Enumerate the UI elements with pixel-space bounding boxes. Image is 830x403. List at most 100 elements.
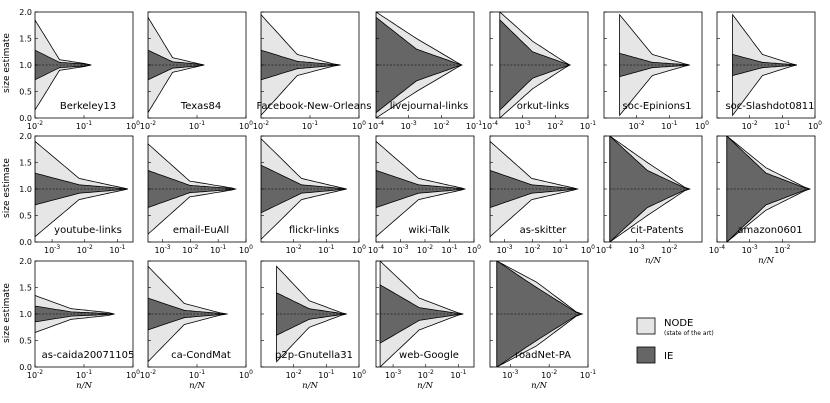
panel-plot-area: [376, 12, 463, 118]
panel-plot-area: [726, 136, 812, 242]
legend-node-swatch: [636, 317, 656, 335]
panel-title: p2p-Gnutella31: [275, 350, 353, 361]
x-tick-label: 10-2: [417, 244, 433, 255]
x-tick-label: 10-3: [392, 244, 408, 255]
y-tick-label: 1.0: [19, 310, 32, 319]
panel-title: email-EuAll: [173, 225, 229, 236]
x-tick-label: 10-2: [774, 244, 790, 255]
panel-title: livejournal-links: [390, 101, 469, 112]
x-tick-label: 10-1: [109, 244, 125, 255]
x-tick-label: 10-4: [368, 244, 384, 255]
panel-title: amazon0601: [737, 225, 802, 236]
x-axis-label: n/N: [417, 381, 433, 391]
x-tick-label: 10-1: [189, 120, 205, 131]
panel-title: Facebook-New-Orleans: [257, 101, 372, 112]
panel-title: orkut-links: [517, 101, 569, 112]
panel-title: as-skitter: [520, 225, 568, 236]
panel-p2p-gnutella31: 10-2 10-1 100 p2p-Gnutella31 n/N: [260, 260, 366, 391]
panel-title: ca-CondMat: [171, 350, 231, 361]
panel-title: cit-Patents: [630, 225, 683, 236]
small-multiples: 0.00.51.01.52.010-2 10-1 100Berkeley1310-2…: [19, 8, 822, 391]
x-tick-label: 100: [239, 244, 253, 255]
x-tick-label: 10-4: [482, 120, 498, 131]
panel-ca-condmat: 10-2 10-1 100 ca-CondMat n/N: [140, 260, 253, 391]
legend-ie-label: IE: [664, 351, 673, 362]
x-tick-label: 10-3: [401, 120, 417, 131]
x-tick-label: 10-2: [541, 369, 557, 380]
panel-orkut-links: 10-4 10-3 10-2 10-1 orkut-links: [482, 11, 596, 131]
x-tick-label: 10-2: [140, 120, 156, 131]
x-tick-label: 100: [352, 369, 366, 380]
x-tick-label: 100: [695, 120, 709, 131]
panel-plot-area: [35, 19, 92, 111]
panel-plot-area: [379, 261, 464, 367]
x-tick-label: 10-2: [27, 120, 43, 131]
x-tick-label: 10-2: [182, 244, 198, 255]
ie-band: [726, 136, 810, 242]
x-axis-label: n/N: [302, 381, 318, 391]
x-tick-label: 100: [808, 120, 822, 131]
x-tick-label: 100: [352, 120, 366, 131]
panel-berkeley13: 0.0 0.5 1.0 1.5 2.0 10-2 10-1 100 Berkeley13: [19, 8, 140, 131]
y-axis-label-row1: size estimate: [2, 33, 12, 93]
y-tick-label: 1.5: [19, 284, 32, 293]
x-tick-label: 10-2: [742, 120, 758, 131]
x-axis-label: n/N: [189, 381, 205, 391]
x-tick-label: 10-1: [76, 369, 92, 380]
x-tick-label: 10-1: [552, 244, 568, 255]
panel-plot-area: [732, 13, 797, 117]
x-tick-label: 10-2: [418, 369, 434, 380]
y-tick-label: 1.0: [19, 185, 32, 194]
y-tick-label: 0.5: [19, 88, 32, 97]
panel-title: web-Google: [399, 350, 459, 361]
panel-plot-area: [276, 265, 347, 363]
x-tick-label: 10-1: [318, 369, 334, 380]
panel-as-caida20071105: 0.0 0.5 1.0 1.5 2.0 10-2 10-1 100 as-caida200711…: [19, 257, 140, 391]
x-tick-label: 10-1: [661, 120, 677, 131]
panel-title: youtube-links: [54, 225, 122, 236]
x-tick-label: 10-4: [368, 120, 384, 131]
panel-soc-epinions1: 10-2 10-1 100 soc-Epinions1: [603, 11, 709, 131]
x-tick-label: 10-1: [466, 120, 482, 131]
panel-email-euall: 10-3 10-2 10-1 100 email-EuAll: [147, 135, 253, 255]
y-tick-label: 0.0: [19, 238, 32, 247]
panel-livejournal-links: 10-4 10-3 10-2 10-1 livejournal-links: [368, 11, 482, 131]
panel-plot-area: [619, 13, 690, 117]
panel-title: Berkeley13: [60, 101, 116, 112]
x-tick-label: 10-2: [524, 244, 540, 255]
legend-node-label: NODE: [664, 318, 693, 329]
panel-plot-area: [35, 294, 115, 334]
x-tick-label: 10-1: [318, 244, 334, 255]
x-tick-label: 10-1: [580, 120, 596, 131]
x-tick-label: 10-2: [286, 369, 302, 380]
x-tick-label: 100: [239, 369, 253, 380]
panel-soc-slashdot0811: 10-2 10-1 100 soc-Slashdot0811: [716, 11, 822, 131]
x-axis-label: n/N: [76, 381, 92, 391]
y-tick-label: 2.0: [19, 132, 32, 141]
y-tick-label: 2.0: [19, 257, 32, 266]
panel-plot-area: [490, 140, 580, 238]
panel-title: soc-Epinions1: [622, 101, 691, 112]
panel-plot-area: [496, 261, 584, 367]
panel-plot-area: [148, 16, 205, 114]
y-tick-label: 1.5: [19, 159, 32, 168]
y-tick-label: 0.5: [19, 337, 32, 346]
y-axis-label-row2: size estimate: [2, 158, 12, 218]
panel-plot-area: [35, 140, 128, 238]
panel-plot-area: [261, 138, 347, 240]
panel-facebook-new-orleans: 10-2 10-1 100 Facebook-New-Orleans: [253, 11, 372, 131]
x-tick-label: 100: [239, 120, 253, 131]
x-tick-label: 10-1: [580, 369, 596, 380]
x-tick-label: 100: [352, 244, 366, 255]
panel-title: Texas84: [180, 101, 221, 112]
x-tick-label: 10-4: [709, 244, 725, 255]
x-tick-label: 10-4: [596, 244, 612, 255]
panel-plot-area: [261, 14, 341, 116]
panel-cit-patents: 10-4 10-3 10-2 cit-Patents n/N: [596, 135, 703, 266]
ie-band: [376, 169, 465, 209]
x-tick-label: 10-2: [286, 244, 302, 255]
panel-amazon0601: 10-4 10-3 10-2 amazon0601 n/N: [709, 135, 816, 266]
legend-ie-swatch: [636, 346, 656, 364]
panel-flickr-links: 10-2 10-1 100 flickr-links: [260, 135, 366, 255]
panel-as-skitter: 10-3 10-2 10-1 100 as-skitter: [489, 135, 595, 255]
